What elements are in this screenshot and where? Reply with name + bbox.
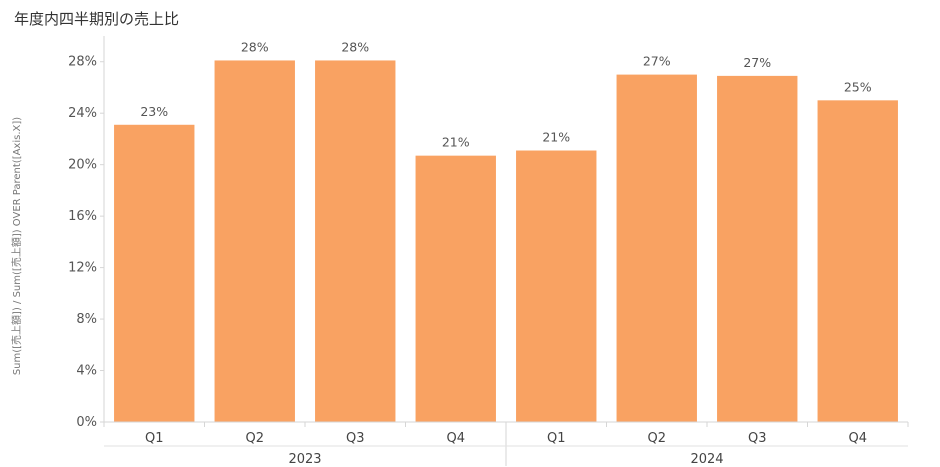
bar — [114, 124, 195, 422]
y-tick-label: 24% — [68, 106, 97, 121]
y-axis-label: Sum([売上額]) / Sum([売上額]) OVER Parent([Axi… — [10, 117, 23, 375]
y-tick-label: 4% — [76, 364, 97, 379]
data-label: 25% — [844, 79, 872, 94]
x-tick-label: Q4 — [446, 431, 465, 446]
bar — [214, 60, 295, 423]
data-label: 21% — [442, 135, 470, 150]
bars: 23% 28% 28% 21% 21% 27% 27% 25% — [114, 39, 898, 423]
x-tick-label: Q3 — [748, 431, 767, 446]
bar — [817, 100, 898, 422]
x-tick-label: Q3 — [346, 431, 365, 446]
bar — [717, 75, 798, 423]
y-tick-label: 8% — [76, 312, 97, 327]
y-tick-label: 0% — [76, 415, 97, 430]
x-tick-label: Q2 — [647, 431, 666, 446]
y-tick-label: 12% — [68, 261, 97, 276]
y-tick-label: 28% — [68, 55, 97, 70]
y-axis: 0% 4% 8% 12% 16% 20% 24% 28% — [68, 36, 105, 430]
x-group-label: 2023 — [288, 452, 321, 467]
x-tick-label: Q1 — [547, 431, 566, 446]
x-tick-label: Q1 — [145, 431, 164, 446]
y-tick-label: 20% — [68, 158, 97, 173]
bar — [315, 60, 396, 423]
bar — [516, 150, 597, 422]
x-tick-label: Q4 — [848, 431, 867, 446]
chart-title: 年度内四半期別の売上比 — [14, 10, 180, 28]
x-axis: Q1 Q2 Q3 Q4 2023 Q1 Q2 Q3 Q4 2024 — [103, 421, 909, 467]
bar — [415, 155, 496, 422]
data-label: 28% — [241, 39, 269, 54]
y-tick-label: 16% — [68, 209, 97, 224]
x-group-label: 2024 — [690, 452, 723, 467]
bar — [616, 74, 697, 422]
data-label: 23% — [140, 104, 168, 119]
data-label: 28% — [341, 39, 369, 54]
data-label: 21% — [542, 130, 570, 145]
data-label: 27% — [643, 54, 671, 69]
data-label: 27% — [743, 55, 771, 70]
x-tick-label: Q2 — [245, 431, 264, 446]
